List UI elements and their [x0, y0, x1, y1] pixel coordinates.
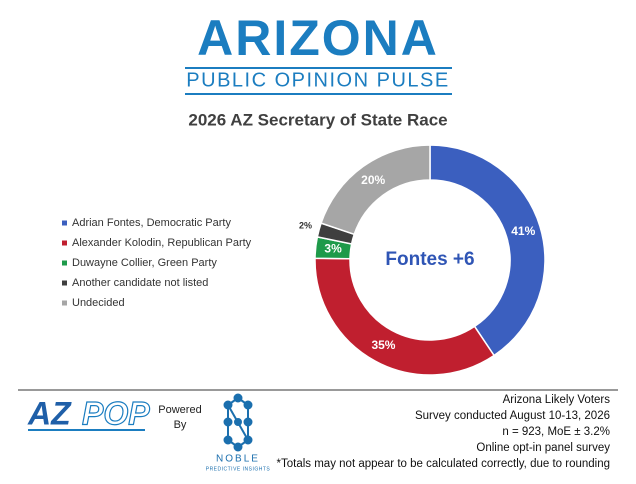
donut-segment	[314, 257, 496, 376]
legend: Adrian Fontes, Democratic Party Alexander…	[62, 217, 252, 309]
donut: 41% 35% 3% 2% 20%	[299, 144, 546, 376]
logo-pop: POP	[82, 395, 150, 431]
powered-text: Powered	[158, 404, 201, 416]
notes: Arizona Likely Voters Survey conducted Au…	[277, 394, 611, 470]
legend-marker	[62, 260, 67, 266]
survey-note: Survey conducted August 10-13, 2026	[415, 410, 610, 422]
noble-sub: PREDICTIVE INSIGHTS	[206, 466, 271, 472]
legend-label: Adrian Fontes, Democratic Party	[72, 217, 231, 229]
survey-note: *Totals may not appear to be calculated …	[277, 458, 610, 470]
legend-marker	[62, 220, 67, 226]
noble-icon	[223, 393, 253, 452]
brand-subtitle: PUBLIC OPINION PULSE	[186, 69, 449, 91]
value-label: 2%	[299, 221, 312, 231]
legend-label: Alexander Kolodin, Republican Party	[72, 237, 252, 249]
center-annotation: Fontes +6	[385, 249, 474, 270]
legend-marker	[62, 240, 67, 246]
survey-note: n = 923, MoE ± 3.2%	[502, 426, 610, 438]
value-label: 35%	[371, 338, 395, 352]
value-label: 41%	[511, 224, 535, 238]
donut-segment	[320, 144, 431, 236]
legend-label: Undecided	[72, 297, 125, 309]
legend-label: Duwayne Collier, Green Party	[72, 257, 217, 269]
brand: ARIZONA	[197, 10, 439, 66]
survey-note: Online opt-in panel survey	[476, 442, 610, 454]
legend-marker	[62, 300, 67, 306]
value-label: 20%	[361, 173, 385, 187]
value-label: 3%	[324, 242, 342, 256]
legend-label: Another candidate not listed	[72, 277, 208, 289]
legend-marker	[62, 280, 67, 286]
logo-az: AZ	[27, 395, 72, 431]
chart-title: 2026 AZ Secretary of State Race	[188, 110, 447, 129]
survey-note: Arizona Likely Voters	[503, 394, 611, 406]
donut-segment	[429, 144, 546, 357]
noble-name: NOBLE	[216, 454, 260, 465]
powered-text: By	[174, 419, 187, 431]
